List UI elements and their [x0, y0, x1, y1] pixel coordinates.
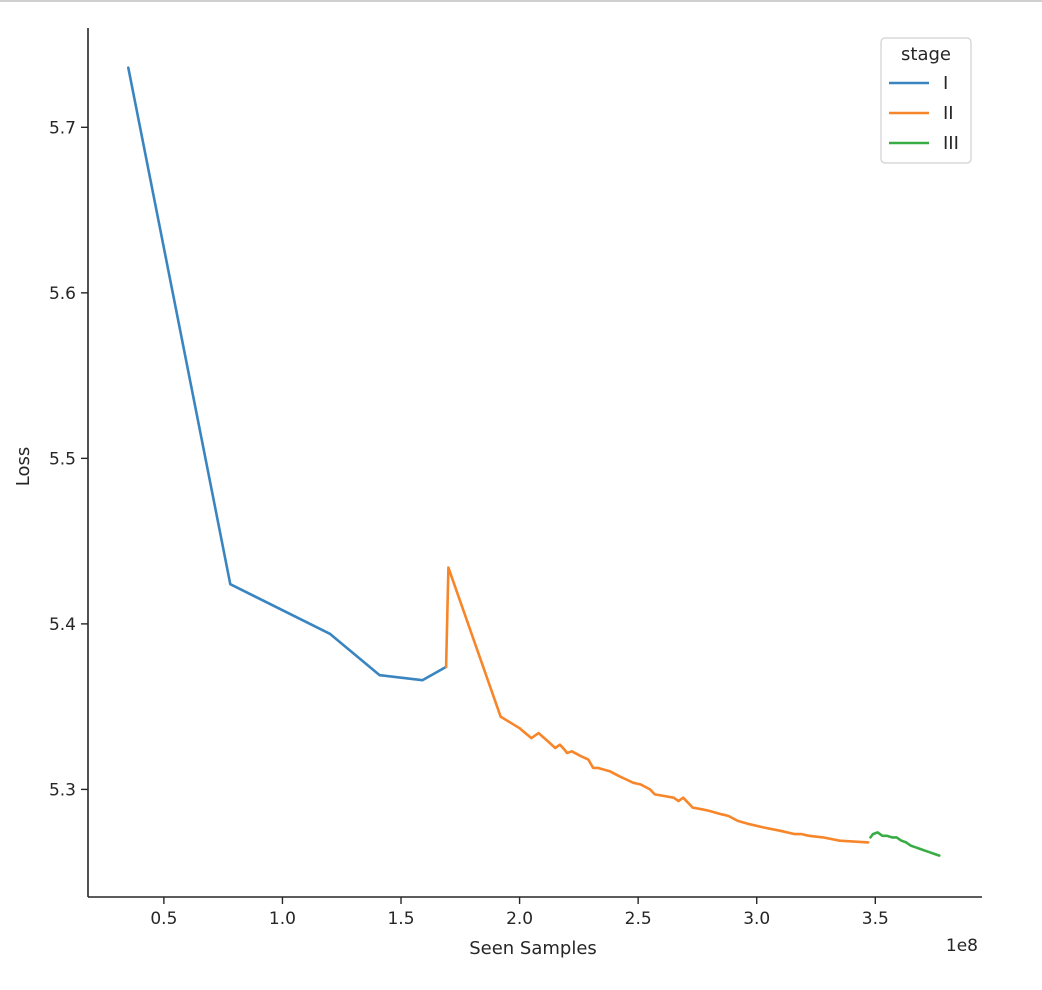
series-line-3 [869, 831, 941, 857]
y-axis-label: Loss [13, 447, 34, 486]
legend-box [880, 37, 972, 164]
x-tick-label: 3.5 [862, 909, 889, 929]
y-tick-label: 5.7 [49, 118, 76, 138]
series-lines [127, 66, 941, 857]
x-tick-label: 1.5 [387, 909, 414, 929]
x-axis-offset-label: 1e8 [946, 936, 978, 956]
x-axis-label: Seen Samples [469, 938, 597, 959]
legend-title: stage [901, 44, 951, 65]
x-tick-label: 0.5 [150, 909, 177, 929]
series-line-2 [444, 566, 870, 844]
x-tick-label: 3.0 [743, 909, 770, 929]
series-line-1 [127, 66, 448, 682]
y-tick-label: 5.3 [49, 780, 76, 800]
legend-label: II [943, 103, 954, 124]
y-tick-label: 5.4 [49, 615, 76, 635]
x-tick-label: 2.0 [506, 909, 533, 929]
x-axis-ticks: 0.5 1.0 1.5 2.0 2.5 3.0 3.5 [150, 897, 889, 929]
window-top-border [0, 0, 1042, 2]
x-tick-label: 2.5 [625, 909, 652, 929]
axes [87, 28, 982, 898]
legend-label: III [943, 133, 959, 154]
y-tick-label: 5.5 [49, 449, 76, 469]
x-tick-label: 1.0 [269, 909, 296, 929]
y-axis-ticks: 5.3 5.4 5.5 5.6 5.7 [49, 118, 88, 800]
y-tick-label: 5.6 [49, 284, 76, 304]
legend-label: I [943, 73, 948, 94]
